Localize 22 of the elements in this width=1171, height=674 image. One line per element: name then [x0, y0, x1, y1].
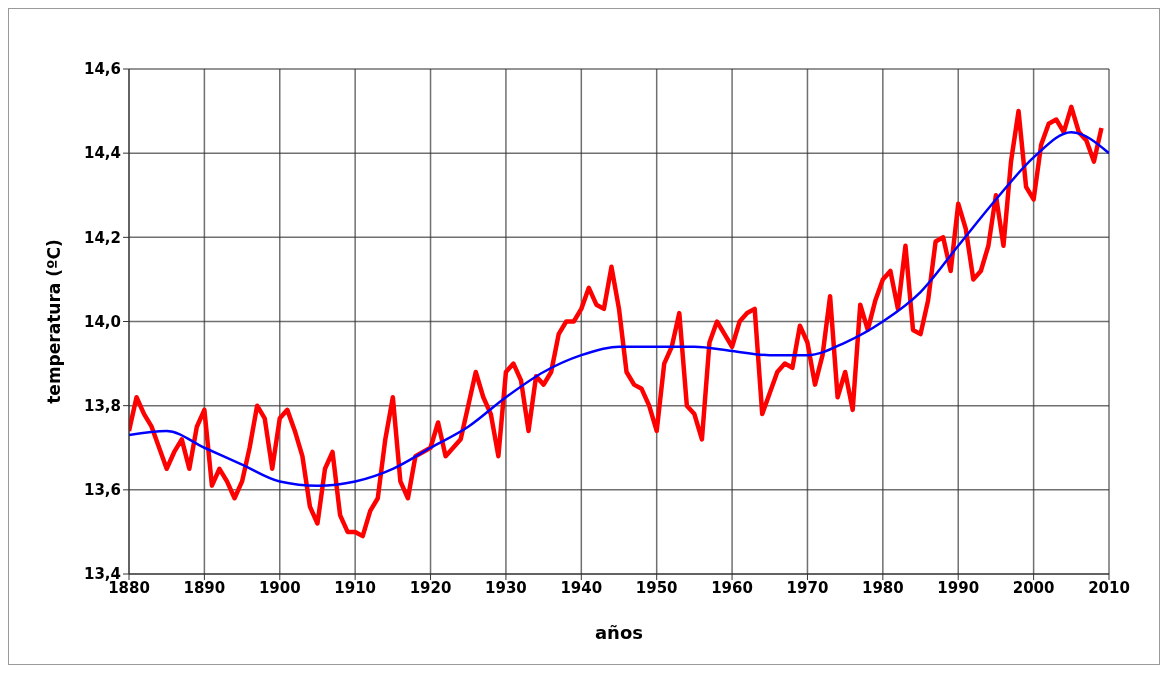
x-axis-title: años	[594, 622, 644, 643]
y-tick-label: 14,6	[83, 60, 121, 79]
x-tick-label: 1920	[409, 578, 452, 597]
y-tick-label: 13,6	[83, 481, 121, 500]
x-tick-label: 2010	[1088, 578, 1130, 597]
y-tick-label: 14,0	[83, 312, 121, 331]
y-tick-label: 14,2	[83, 228, 121, 247]
x-tick-label: 1930	[485, 578, 527, 597]
y-tick-label: 13,8	[83, 396, 121, 415]
x-tick-label: 1950	[635, 578, 678, 597]
x-tick-label: 1940	[560, 578, 603, 597]
x-tick-label: 2000	[1012, 578, 1055, 597]
x-tick-label: 1980	[861, 578, 904, 597]
x-tick-label: 1910	[334, 578, 377, 597]
line-series	[129, 104, 1104, 539]
x-tick-label: 1960	[711, 578, 753, 597]
y-tick-label: 14,4	[83, 144, 121, 163]
x-tick-label: 1890	[183, 578, 226, 597]
y-axis-title: temperatura (ºC)	[44, 239, 65, 404]
x-tick-label: 1990	[937, 578, 980, 597]
x-tick-label: 1900	[258, 578, 301, 597]
x-tick-label: 1970	[786, 578, 829, 597]
